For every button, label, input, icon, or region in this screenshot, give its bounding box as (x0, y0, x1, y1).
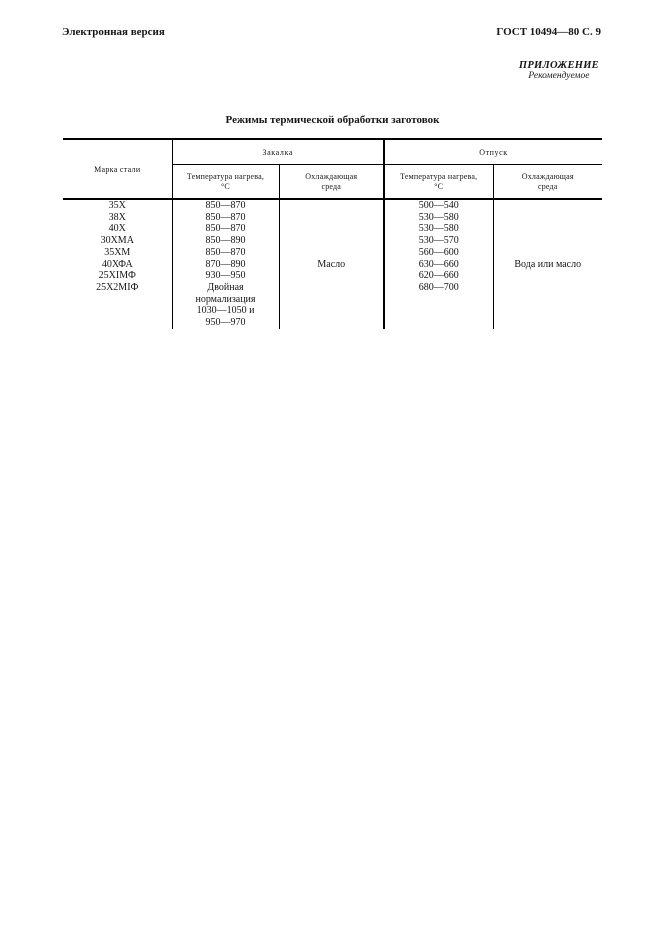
cell-steel-grades: 35Х 38Х 40Х 30ХМА 35ХМ 40ХФА 25ХIМФ 25Х2… (63, 198, 173, 329)
column-header-quench-temperature: Температура нагрева, °С (172, 164, 280, 199)
column-header-quench-cooling-medium: Охлаждающая среда (279, 164, 385, 199)
cell-temper-cooling-medium: Вода или масло (493, 198, 602, 329)
cell-temper-temperatures: 500—540 530—580 530—580 530—570 560—600 … (384, 198, 494, 329)
electronic-version-label: Электронная версия (62, 26, 165, 38)
gost-document-number: ГОСТ 10494—80 С. 9 (496, 26, 601, 38)
column-header-steel-grade: Марка стали (63, 138, 173, 199)
cell-quench-cooling-medium: Масло (279, 198, 385, 329)
appendix-title: ПРИЛОЖЕНИЕ (518, 60, 599, 71)
table-body-row: 35Х 38Х 40Х 30ХМА 35ХМ 40ХФА 25ХIМФ 25Х2… (63, 198, 602, 329)
appendix-block: ПРИЛОЖЕНИЕ Рекомендуемое (519, 60, 599, 81)
heat-treatment-table: Марка стали Закалка Отпуск Температура н… (63, 138, 602, 329)
column-group-tempering: Отпуск (384, 138, 602, 165)
appendix-subtitle: Рекомендуемое (528, 71, 590, 81)
column-header-temper-temperature: Температура нагрева, °С (384, 164, 494, 199)
header-group-row: Марка стали Закалка Отпуск (63, 138, 602, 199)
header-sub-row: Температура нагрева, °С Охлаждающая сред… (63, 164, 602, 199)
column-group-quenching: Закалка (172, 138, 385, 165)
table-title: Режимы термической обработки заготовок (225, 114, 440, 126)
cell-quench-temperatures: 850—870 850—870 850—870 850—890 850—870 … (172, 198, 280, 329)
column-header-temper-cooling-medium: Охлаждающая среда (521, 171, 574, 191)
